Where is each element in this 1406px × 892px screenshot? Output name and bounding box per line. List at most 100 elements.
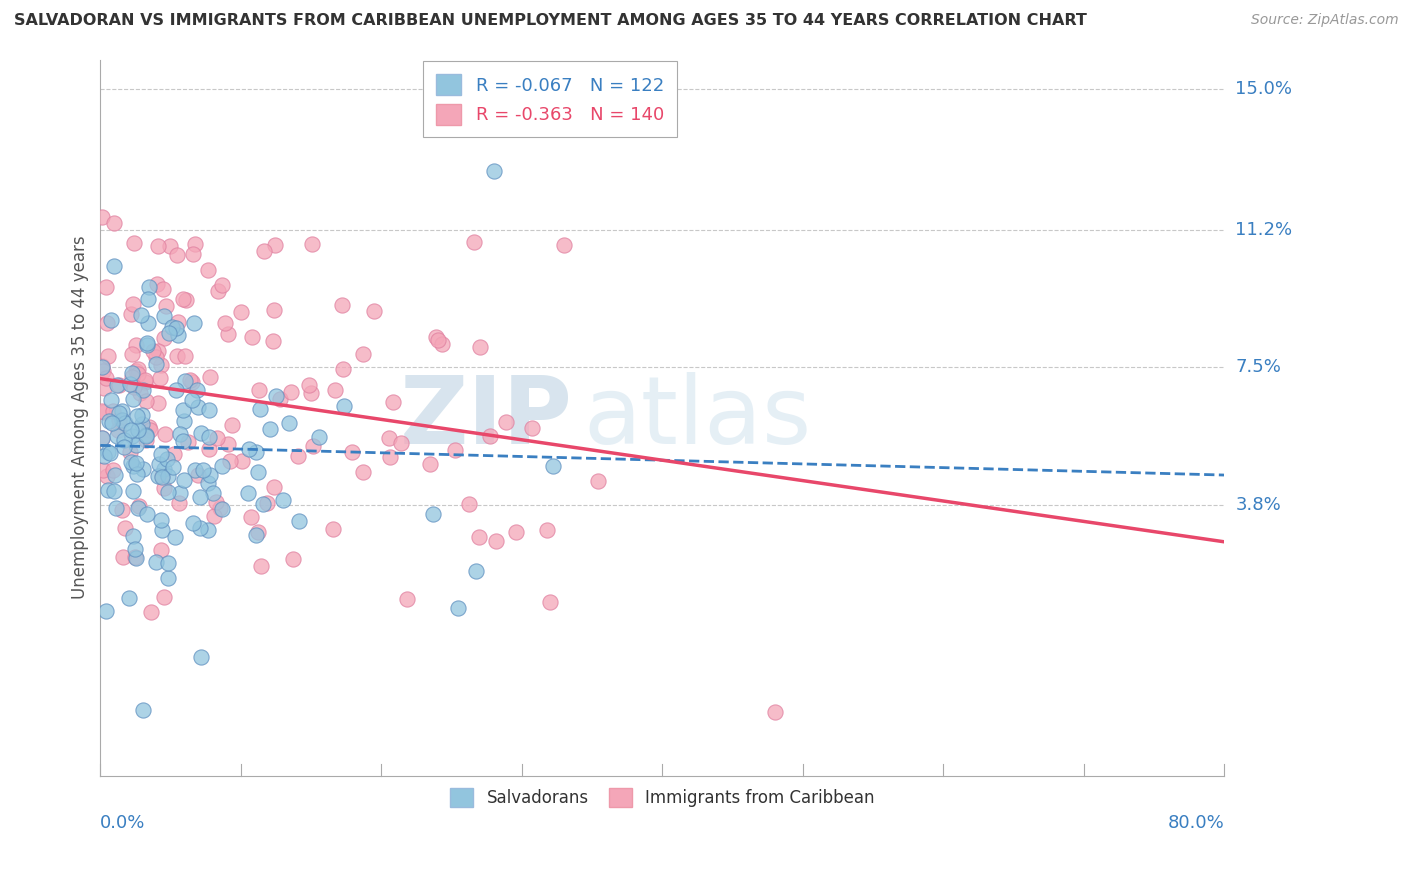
Point [238,442,260,456]
Point [105,377,128,392]
Point [240,510,263,524]
Point [301,236,323,251]
Point [468,530,491,544]
Point [121,428,143,442]
Point [90,404,112,418]
Point [159,239,181,253]
Point [96,370,118,384]
Point [165,321,187,335]
Point [174,374,197,388]
Point [134,375,156,389]
Point [193,463,215,477]
Point [139,423,162,437]
Point [125,338,148,352]
Point [200,468,222,483]
Point [121,297,143,311]
Point [103,216,125,230]
Text: SALVADORAN VS IMMIGRANTS FROM CARIBBEAN UNEMPLOYMENT AMONG AGES 35 TO 44 YEARS C: SALVADORAN VS IMMIGRANTS FROM CARIBBEAN … [14,13,1087,29]
Point [217,437,239,451]
Point [122,529,145,543]
Point [111,549,134,564]
Point [121,370,143,384]
Point [505,525,527,540]
Point [299,385,322,400]
Point [236,485,259,500]
Point [231,454,253,468]
Point [131,408,153,422]
Y-axis label: Unemployment Among Ages 35 to 44 years: Unemployment Among Ages 35 to 44 years [72,235,89,599]
Point [103,259,125,273]
Point [190,649,212,664]
Point [332,400,354,414]
Point [148,457,170,471]
Point [152,282,174,296]
Point [120,455,142,469]
Point [145,350,167,364]
Point [114,416,136,430]
Point [111,413,134,427]
Point [111,404,134,418]
Point [128,386,150,401]
Point [125,456,148,470]
Point [240,329,263,343]
Point [135,338,157,352]
Point [91,463,114,477]
Point [93,449,115,463]
Point [108,377,131,392]
Point [150,447,173,461]
Point [112,440,135,454]
Point [174,293,197,307]
Point [202,486,225,500]
Point [97,350,120,364]
Point [198,402,221,417]
Point [96,316,118,330]
Point [352,347,374,361]
Point [323,383,346,397]
Point [93,405,115,419]
Point [247,383,270,397]
Point [105,500,128,515]
Point [184,463,207,477]
Point [136,316,159,330]
Point [142,343,165,358]
Point [160,320,183,334]
Point [124,235,146,250]
Point [139,606,162,620]
Point [174,349,197,363]
Point [184,236,207,251]
Point [180,393,202,408]
Point [120,307,142,321]
Point [211,502,233,516]
Point [425,329,447,343]
Point [211,459,233,474]
Point [308,430,330,444]
Point [322,523,344,537]
Point [363,303,385,318]
Point [287,450,309,464]
Point [146,468,169,483]
Point [104,468,127,483]
Point [190,426,212,441]
Point [219,454,242,468]
Point [121,483,143,498]
Point [183,317,205,331]
Point [245,445,267,459]
Point [118,591,141,605]
Point [150,469,173,483]
Point [90,359,112,373]
Point [197,476,219,491]
Point [217,327,239,342]
Text: Source: ZipAtlas.com: Source: ZipAtlas.com [1251,13,1399,28]
Point [157,485,180,500]
Point [495,415,517,429]
Point [134,373,156,387]
Point [204,509,226,524]
Point [169,426,191,441]
Text: 3.8%: 3.8% [1236,496,1281,514]
Point [302,439,325,453]
Point [181,516,204,530]
Point [271,493,294,508]
Point [543,459,565,474]
Point [153,590,176,604]
Point [352,465,374,479]
